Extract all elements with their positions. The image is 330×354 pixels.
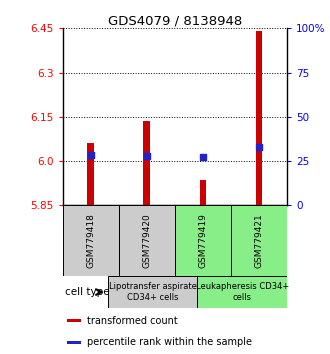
Text: Leukapheresis CD34+
cells: Leukapheresis CD34+ cells [196, 282, 289, 302]
Bar [200, 180, 206, 205]
Text: transformed count: transformed count [87, 316, 178, 326]
Bar [63, 205, 119, 276]
Text: GSM779419: GSM779419 [198, 213, 208, 268]
Bar [87, 143, 94, 205]
Bar [175, 205, 231, 276]
Text: cell type: cell type [65, 287, 110, 297]
Bar [67, 341, 81, 344]
Point [200, 154, 206, 159]
Title: GDS4079 / 8138948: GDS4079 / 8138948 [108, 14, 242, 27]
Point [88, 152, 93, 158]
Text: GSM779420: GSM779420 [142, 213, 151, 268]
Bar [144, 121, 150, 205]
Bar [108, 276, 197, 308]
Text: Lipotransfer aspirate
CD34+ cells: Lipotransfer aspirate CD34+ cells [109, 282, 196, 302]
Bar [256, 31, 262, 205]
Bar [231, 205, 287, 276]
Point [256, 144, 262, 150]
Bar [119, 205, 175, 276]
Text: percentile rank within the sample: percentile rank within the sample [87, 337, 252, 348]
Text: GSM779421: GSM779421 [254, 213, 264, 268]
Bar [67, 319, 81, 322]
Text: GSM779418: GSM779418 [86, 213, 95, 268]
Bar [197, 276, 287, 308]
Point [144, 153, 149, 159]
